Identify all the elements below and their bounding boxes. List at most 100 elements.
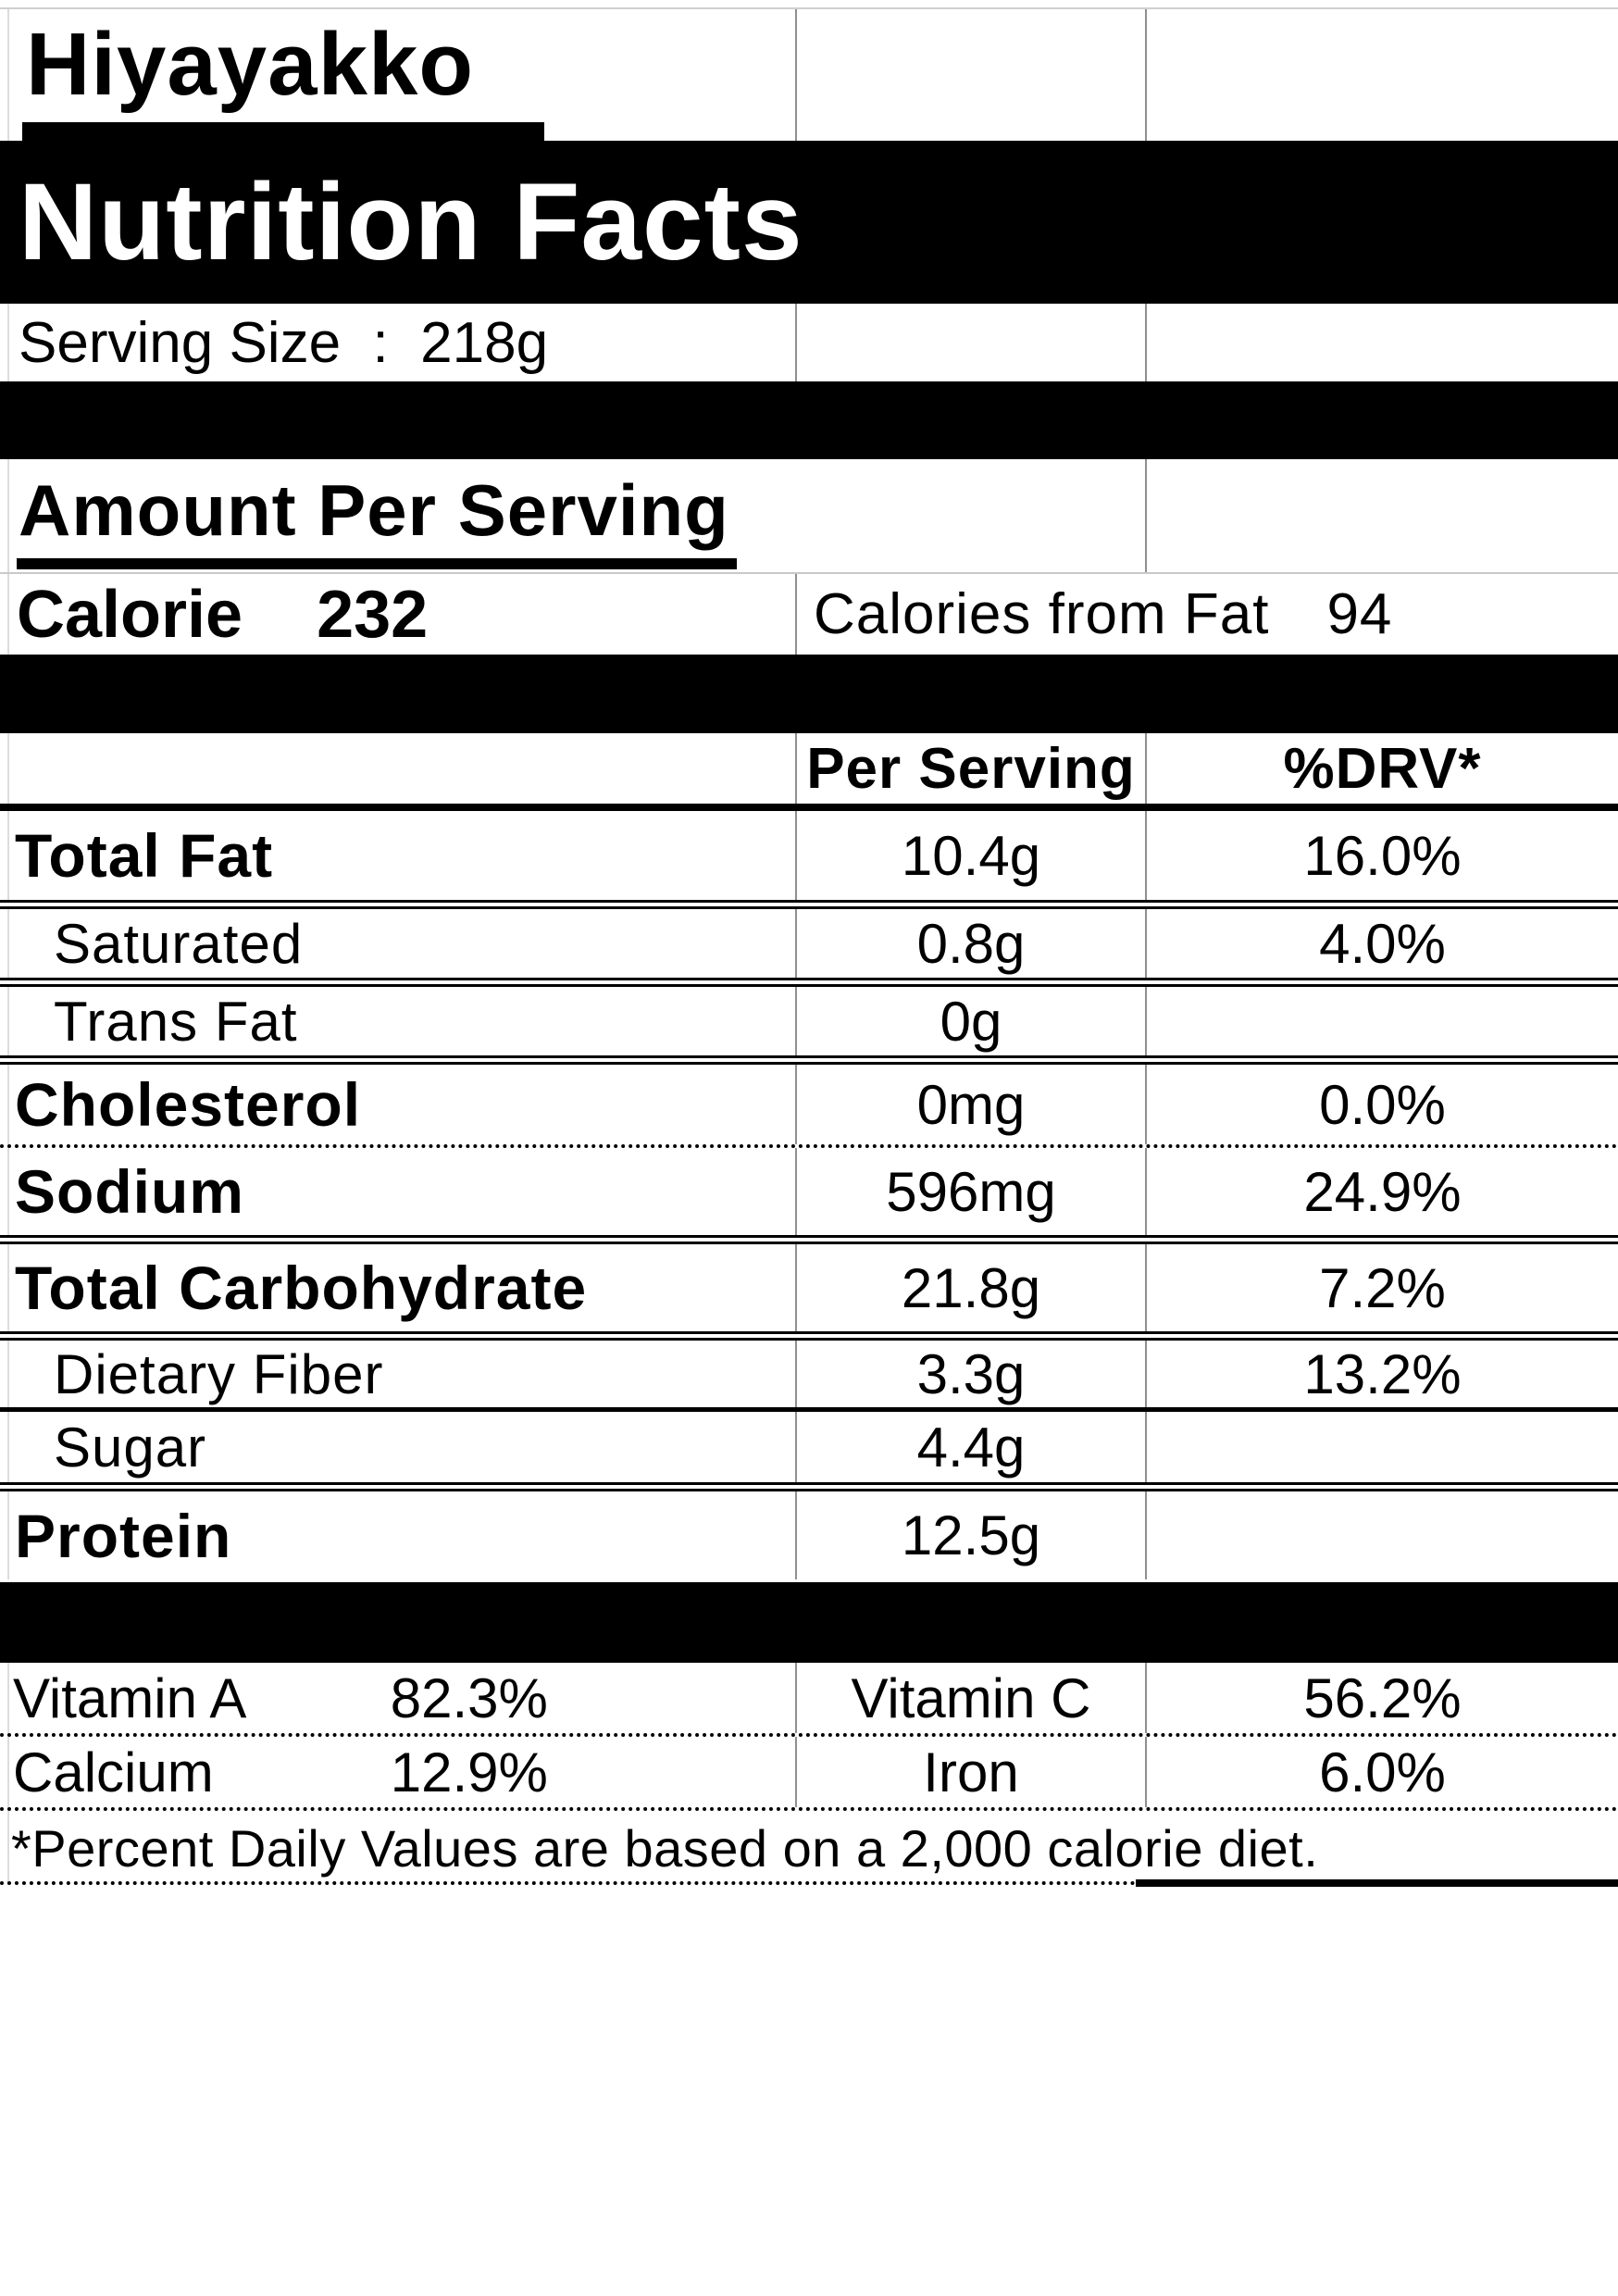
column-header-row: Per Serving %DRV* [0,733,1618,811]
micronutrient-name: Calcium [13,1741,214,1803]
empty-cell [1145,304,1618,381]
nutrient-name-cell: Sodium [0,1148,795,1235]
top-gridline [0,0,1618,9]
nutrient-name-cell: Cholesterol [0,1065,795,1144]
nutrient-amount: 3.3g [916,1342,1026,1405]
footnote-text: *Percent Daily Values are based on a 2,0… [11,1818,1319,1878]
row-total-fat: Total Fat 10.4g 16.0% [0,811,1618,909]
row-vitamin-a-c: Vitamin A 82.3% Vitamin C 56.2% [0,1663,1618,1737]
micronutrient-name: Vitamin C [851,1666,1091,1729]
nutrient-name-cell: Trans Fat [0,987,795,1055]
nutrient-drv-cell: 7.2% [1145,1244,1618,1331]
section-header-amount-per-serving: Amount Per Serving [17,463,737,569]
micronutrient-value: 6.0% [1319,1741,1446,1803]
row-saturated: Saturated 0.8g 4.0% [0,909,1618,987]
nutrient-drv-cell: 24.9% [1145,1148,1618,1235]
nutrient-name: Saturated [54,912,304,975]
nutrient-amount: 12.5g [901,1504,1041,1566]
column-header-drv: %DRV* [1283,736,1482,801]
nutrient-amount-cell: 4.4g [795,1412,1145,1482]
micronutrient-value: 56.2% [1303,1666,1462,1729]
nutrient-amount-cell: 0.8g [795,909,1145,978]
calories-row: Calorie 232 Calories from Fat 94 [0,574,1618,655]
bottom-border-solid-segment [1136,1879,1618,1887]
row-cholesterol: Cholesterol 0mg 0.0% [0,1065,1618,1148]
micronutrient-left-cell: Vitamin A 82.3% [0,1663,795,1733]
bottom-border-dotted-segment [0,1881,1136,1885]
nutrient-name-cell: Dietary Fiber [0,1341,795,1407]
micronutrient-right-value-cell: 6.0% [1145,1737,1618,1807]
product-cell: Hiyayakko [0,9,795,141]
micronutrient-value: 82.3% [390,1666,548,1729]
nutrient-name: Total Fat [15,821,274,890]
nutrient-amount-cell: 12.5g [795,1491,1145,1579]
nutrient-drv: 16.0% [1303,824,1462,887]
nutrient-drv: 13.2% [1303,1342,1462,1405]
nutrient-amount: 0.8g [916,912,1026,975]
nutrient-amount: 0mg [916,1073,1026,1136]
empty-cell [795,9,1145,141]
calories-label: Calorie [17,577,243,652]
row-total-carbohydrate: Total Carbohydrate 21.8g 7.2% [0,1244,1618,1341]
nutrient-amount: 4.4g [916,1416,1026,1479]
nutrient-name: Total Carbohydrate [15,1254,588,1322]
nutrient-name: Cholesterol [15,1070,362,1139]
calories-value: 232 [317,577,429,652]
calories-cell: Calorie 232 [0,574,795,655]
nutrition-facts-banner: Nutrition Facts [0,141,1618,304]
nutrient-name: Trans Fat [54,990,298,1053]
micronutrient-right-name-cell: Iron [795,1737,1145,1807]
serving-size-row: Serving Size : 218g [0,304,1618,381]
micronutrient-right-name-cell: Vitamin C [795,1663,1145,1733]
nutrient-name-cell: Protein [0,1491,795,1579]
empty-cell [1145,9,1618,141]
banner-title: Nutrition Facts [19,161,803,283]
nutrient-drv: 0.0% [1319,1073,1446,1136]
row-calcium-iron: Calcium 12.9% Iron 6.0% [0,1737,1618,1811]
nutrient-drv-cell: 4.0% [1145,909,1618,978]
separator-band [0,1582,1618,1663]
separator-band [0,655,1618,733]
nutrient-amount-cell: 3.3g [795,1341,1145,1407]
nutrient-name: Protein [15,1501,232,1570]
nutrient-drv: 24.9% [1303,1160,1462,1223]
calories-from-fat-cell: Calories from Fat 94 [795,574,1618,655]
nutrient-drv-cell: 16.0% [1145,811,1618,900]
separator-band [0,381,1618,459]
micronutrient-value: 12.9% [390,1741,548,1803]
serving-size-text: Serving Size : 218g [19,310,549,375]
micronutrient-name: Vitamin A [13,1666,247,1729]
nutrient-amount-cell: 0g [795,987,1145,1055]
empty-cell [1145,459,1618,572]
nutrient-name-cell: Total Fat [0,811,795,900]
nutrient-amount: 0g [940,990,1002,1053]
column-header-per-serving: Per Serving [806,736,1136,801]
nutrient-drv-cell [1145,1491,1618,1579]
section-header-cell: Amount Per Serving [0,459,1145,572]
empty-cell [795,304,1145,381]
micronutrient-left-cell: Calcium 12.9% [0,1737,795,1807]
calories-from-fat-label: Calories from Fat [814,582,1270,646]
product-name: Hiyayakko [22,9,544,141]
nutrient-amount: 596mg [886,1160,1056,1223]
footnote-row: *Percent Daily Values are based on a 2,0… [0,1811,1618,1887]
nutrient-drv: 4.0% [1319,912,1446,975]
serving-size-cell: Serving Size : 218g [0,304,795,381]
row-dietary-fiber: Dietary Fiber 3.3g 13.2% [0,1341,1618,1412]
column-header-per-serving-cell: Per Serving [795,733,1145,804]
nutrient-drv-cell: 13.2% [1145,1341,1618,1407]
nutrient-amount: 10.4g [901,824,1041,887]
row-protein: Protein 12.5g [0,1491,1618,1579]
row-trans-fat: Trans Fat 0g [0,987,1618,1065]
nutrient-drv-cell: 0.0% [1145,1065,1618,1144]
nutrient-amount: 21.8g [901,1256,1041,1319]
nutrient-name: Dietary Fiber [54,1342,384,1405]
nutrient-drv: 7.2% [1319,1256,1446,1319]
product-row: Hiyayakko [0,9,1618,141]
nutrient-name: Sugar [54,1416,207,1479]
empty-cell [0,733,795,804]
nutrient-name-cell: Sugar [0,1412,795,1482]
section-header-row: Amount Per Serving [0,459,1618,574]
nutrient-amount-cell: 10.4g [795,811,1145,900]
